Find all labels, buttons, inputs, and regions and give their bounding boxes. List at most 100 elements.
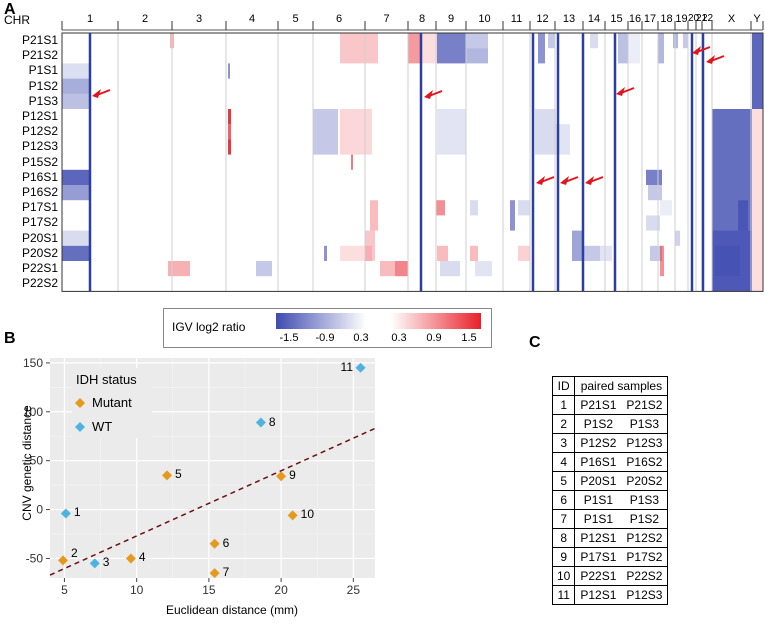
cnv-segment: [380, 261, 408, 277]
cnv-segment: [436, 200, 445, 216]
cnv-segment: [658, 33, 664, 64]
table-row: 7 P1S1 P1S2: [551, 509, 669, 529]
cnv-segment: [440, 261, 460, 277]
cnv-segment: [420, 33, 437, 64]
row-id: 7: [551, 509, 576, 529]
chromosome-label: Y: [753, 13, 761, 25]
cnv-segment: [548, 33, 555, 49]
point-label: 8: [268, 414, 276, 429]
point-label: 6: [222, 535, 230, 550]
sample-cell: P1S3: [621, 490, 669, 510]
legend-tick: 1.5: [461, 332, 477, 344]
idh-legend-title: IDH status: [76, 372, 137, 387]
point-label: 9: [289, 468, 296, 483]
legend-tick: 0.3: [391, 332, 407, 344]
cnv-segment: [408, 33, 420, 64]
heatmap-background: [62, 33, 763, 292]
cnv-segment: [660, 200, 672, 216]
chromosome-label: 8: [418, 13, 426, 25]
sample-label: P21S2: [21, 48, 58, 63]
cnv-segment: [340, 245, 372, 261]
idh-legend-bg: [72, 368, 152, 438]
header-paired-samples: paired samples: [574, 376, 669, 396]
chromosome-label: 7: [383, 13, 390, 25]
sample-cell: P1S1: [574, 509, 622, 529]
chromosome-label: 3: [195, 13, 203, 25]
data-point: [276, 471, 287, 482]
chromosome-label: 22: [702, 13, 714, 24]
cnv-segment: [583, 245, 600, 261]
red-arrow-head: [616, 87, 625, 96]
cnv-segment: [62, 245, 90, 261]
sample-label: P12S3: [21, 139, 58, 154]
point-label: 1: [73, 505, 81, 520]
red-arrow-head: [706, 55, 715, 64]
row-id: 8: [551, 528, 576, 548]
cnv-heatmap: [61, 21, 764, 292]
heatmap-frame: [61, 32, 764, 292]
sample-cell: P1S3: [621, 414, 669, 434]
cnv-segment: [470, 245, 478, 261]
table-row: 3 P12S2 P12S3: [551, 433, 669, 453]
cnv-segment: [62, 169, 90, 185]
sample-label: P1S3: [28, 93, 58, 108]
data-point: [162, 470, 172, 481]
sample-cell: P22S2: [621, 566, 669, 586]
row-id: 3: [551, 433, 576, 453]
point-label: 11: [340, 359, 354, 374]
chromosome-label: 14: [587, 13, 601, 25]
cnv-segment: [660, 245, 664, 277]
chromosome-label: 16: [628, 13, 642, 25]
cnv-segment: [535, 109, 556, 155]
chromosome-label: 6: [335, 13, 343, 25]
cnv-segment: [437, 33, 466, 64]
trend-line: [49, 427, 376, 576]
legend-loss-gradient: [276, 313, 366, 329]
cnv-segment: [538, 33, 545, 64]
cnv-segment: [518, 245, 530, 261]
data-point: [60, 508, 71, 519]
x-tick-label: 25: [347, 583, 361, 597]
cnv-segment: [365, 230, 375, 261]
cnv-segment: [590, 33, 598, 49]
chromosome-label: 10: [478, 13, 491, 25]
sample-label: P16S1: [21, 169, 58, 184]
cnv-segment: [752, 33, 763, 109]
cnv-segment: [628, 33, 640, 64]
chromosome-label: 18: [660, 13, 673, 25]
data-point: [287, 510, 298, 521]
sample-cell: P12S3: [621, 585, 669, 605]
chromosome-label: 19: [675, 13, 688, 25]
legend-gradient: [276, 313, 481, 329]
table-row: 10 P22S1 P22S2: [551, 566, 669, 586]
legend-wt-label: WT: [92, 419, 113, 434]
cnv-segment: [518, 200, 530, 216]
row-id: 6: [551, 490, 576, 510]
point-label: 3: [102, 555, 110, 570]
sample-cell: P12S3: [621, 433, 669, 453]
row-id: 10: [551, 566, 576, 586]
chromosome-label: 4: [248, 13, 256, 25]
chromosome-label: X: [727, 13, 736, 25]
sample-label: P22S1: [21, 261, 58, 275]
legend-wt-marker: [75, 422, 85, 432]
sample-cell: P1S2: [621, 509, 669, 529]
legend-tick: -1.5: [279, 332, 299, 344]
chromosome-label: 11: [510, 13, 523, 25]
color-legend: IGV log2 ratio -1.5 -0.9 0.3 0.3 0.9 1.5: [163, 308, 492, 348]
sample-cell: P12S1: [574, 528, 622, 548]
cnv-segment: [618, 33, 628, 64]
sample-cell: P12S1: [574, 585, 622, 605]
x-tick-label: 20: [274, 583, 288, 597]
cnv-segment: [572, 230, 583, 261]
table-row: 5 P20S1 P20S2: [551, 471, 669, 491]
cnv-segment: [62, 230, 90, 246]
sample-cell: P21S2: [621, 395, 669, 415]
cnv-segment: [437, 245, 448, 261]
chromosome-label: 20: [688, 13, 700, 24]
panel-c-label: C: [529, 334, 541, 351]
chromosome-label: 5: [292, 13, 299, 25]
legend-gain-gradient: [391, 313, 481, 329]
sample-cell: P20S1: [574, 471, 622, 491]
